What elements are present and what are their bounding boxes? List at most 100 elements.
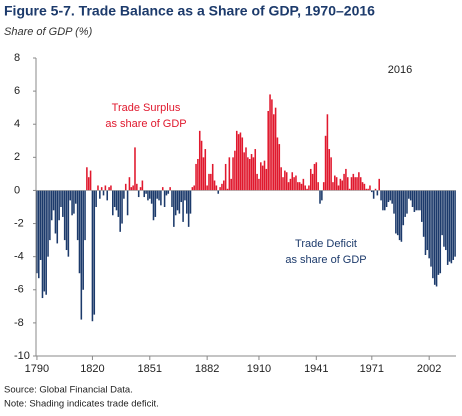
- bar: [254, 149, 257, 191]
- bar: [193, 185, 195, 191]
- bar: [224, 163, 227, 191]
- bar: [147, 190, 149, 201]
- bar: [287, 182, 290, 191]
- bar: [419, 190, 421, 211]
- bar: [267, 110, 269, 191]
- bar: [311, 173, 314, 191]
- bar: [141, 180, 144, 191]
- bar: [63, 190, 66, 241]
- bar: [396, 190, 399, 236]
- bar: [424, 190, 427, 256]
- bar: [317, 182, 319, 191]
- bar: [132, 185, 134, 191]
- bar: [400, 190, 403, 242]
- bar: [239, 132, 242, 191]
- bar: [219, 187, 221, 191]
- bar: [308, 185, 310, 191]
- bar: [346, 177, 349, 191]
- annotation: Trade Surplus: [112, 102, 181, 114]
- y-tick-label: -4: [14, 251, 24, 263]
- bar: [417, 190, 419, 211]
- bar: [315, 162, 318, 191]
- bar: [450, 190, 453, 264]
- bar: [302, 178, 305, 191]
- bar: [426, 190, 429, 251]
- bar: [443, 190, 445, 247]
- bar: [352, 173, 355, 191]
- x-tick-label: 2002: [417, 363, 441, 375]
- bar: [58, 190, 60, 221]
- bar: [82, 190, 84, 290]
- bar: [215, 185, 218, 191]
- x-tick-label: 1941: [304, 363, 328, 375]
- annotation: as share of GDP: [285, 254, 366, 266]
- bar: [408, 190, 410, 199]
- bar: [143, 190, 146, 198]
- bar: [335, 177, 338, 191]
- bar: [372, 190, 375, 199]
- bar: [60, 190, 62, 207]
- y-tick-label: 2: [14, 151, 20, 163]
- bar: [117, 190, 120, 217]
- bar: [130, 187, 133, 191]
- bar: [230, 178, 232, 191]
- bar: [87, 177, 90, 191]
- bar: [202, 157, 205, 191]
- bar: [452, 190, 455, 260]
- bar: [45, 190, 47, 295]
- bar: [289, 178, 292, 191]
- bar: [280, 167, 282, 191]
- bar: [250, 154, 253, 191]
- bar: [256, 173, 258, 191]
- bar: [95, 190, 97, 207]
- y-tick-label: 0: [14, 184, 20, 196]
- bar: [186, 190, 188, 214]
- bar: [97, 185, 99, 191]
- bar: [395, 190, 397, 234]
- bar: [84, 190, 86, 241]
- bar: [156, 190, 158, 199]
- bar: [437, 190, 440, 275]
- bar: [232, 157, 234, 191]
- bar: [439, 190, 442, 274]
- y-tick-label: -8: [14, 317, 24, 329]
- bar: [293, 177, 295, 191]
- bar: [49, 190, 51, 241]
- bar: [445, 190, 447, 251]
- bar: [86, 167, 88, 191]
- bar: [182, 190, 184, 222]
- bar: [100, 187, 103, 191]
- bar: [291, 172, 294, 191]
- bar: [234, 150, 236, 191]
- bar: [37, 190, 40, 279]
- bar: [441, 190, 443, 236]
- bar: [269, 94, 271, 191]
- bar: [363, 183, 366, 191]
- bar: [350, 177, 353, 191]
- bar: [404, 190, 406, 217]
- bar: [361, 182, 364, 191]
- bar: [197, 158, 199, 191]
- bar: [402, 190, 405, 226]
- bar: [252, 157, 255, 191]
- bar: [217, 190, 220, 194]
- bar: [382, 190, 384, 211]
- bar: [334, 175, 336, 191]
- bar: [204, 149, 207, 191]
- bar: [56, 190, 59, 244]
- bar: [420, 190, 423, 222]
- bar: [137, 190, 140, 198]
- bar: [200, 140, 203, 191]
- bar: [124, 183, 127, 191]
- y-tick-label: -6: [14, 284, 24, 296]
- bar: [261, 165, 264, 191]
- y-tick-label: 8: [14, 52, 20, 64]
- bar: [121, 190, 123, 224]
- bar: [78, 190, 81, 274]
- bar: [235, 130, 238, 191]
- bar: [337, 185, 340, 191]
- bar: [367, 188, 369, 191]
- y-tick-label: 6: [14, 85, 20, 97]
- bar: [99, 190, 101, 199]
- bar: [343, 173, 345, 191]
